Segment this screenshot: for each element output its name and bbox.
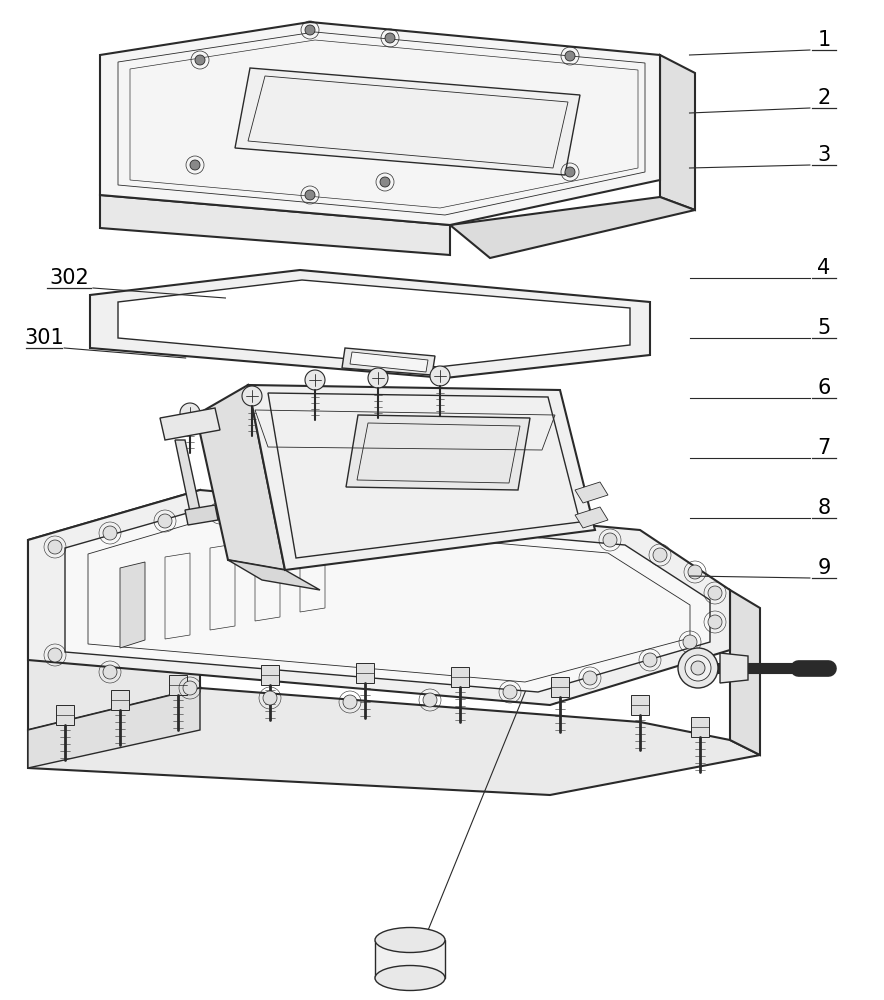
Polygon shape bbox=[375, 940, 445, 978]
Polygon shape bbox=[660, 55, 695, 210]
Polygon shape bbox=[350, 352, 428, 372]
Circle shape bbox=[305, 190, 315, 200]
Circle shape bbox=[183, 681, 197, 695]
Polygon shape bbox=[451, 667, 469, 687]
Polygon shape bbox=[730, 590, 760, 755]
Polygon shape bbox=[90, 270, 650, 378]
Text: 301: 301 bbox=[25, 328, 64, 348]
Text: 302: 302 bbox=[50, 268, 88, 288]
Circle shape bbox=[293, 503, 307, 517]
Circle shape bbox=[691, 661, 705, 675]
Circle shape bbox=[503, 685, 517, 699]
Circle shape bbox=[453, 511, 467, 525]
Polygon shape bbox=[118, 280, 630, 367]
Polygon shape bbox=[56, 705, 74, 725]
Polygon shape bbox=[185, 505, 218, 525]
Circle shape bbox=[373, 505, 387, 519]
Circle shape bbox=[708, 586, 722, 600]
Text: 1: 1 bbox=[818, 30, 830, 50]
Circle shape bbox=[190, 160, 200, 170]
Polygon shape bbox=[346, 415, 530, 490]
Polygon shape bbox=[691, 717, 709, 737]
Polygon shape bbox=[28, 490, 200, 730]
Polygon shape bbox=[228, 560, 320, 590]
Polygon shape bbox=[111, 690, 129, 710]
Circle shape bbox=[643, 653, 657, 667]
Circle shape bbox=[380, 177, 390, 187]
Circle shape bbox=[103, 665, 117, 679]
Polygon shape bbox=[720, 653, 748, 683]
Circle shape bbox=[688, 565, 702, 579]
Polygon shape bbox=[28, 490, 730, 705]
Polygon shape bbox=[120, 562, 145, 648]
Circle shape bbox=[708, 615, 722, 629]
Circle shape bbox=[195, 55, 205, 65]
Circle shape bbox=[423, 693, 437, 707]
Circle shape bbox=[583, 671, 597, 685]
Circle shape bbox=[385, 33, 395, 43]
Circle shape bbox=[565, 51, 575, 61]
Circle shape bbox=[180, 403, 200, 423]
Circle shape bbox=[653, 548, 667, 562]
Circle shape bbox=[343, 695, 357, 709]
Polygon shape bbox=[65, 508, 710, 692]
Circle shape bbox=[565, 167, 575, 177]
Circle shape bbox=[242, 386, 262, 406]
Polygon shape bbox=[169, 675, 187, 695]
Circle shape bbox=[368, 368, 388, 388]
Text: 6: 6 bbox=[817, 378, 831, 398]
Text: 4: 4 bbox=[818, 258, 830, 278]
Text: 3: 3 bbox=[818, 145, 830, 165]
Polygon shape bbox=[631, 695, 649, 715]
Polygon shape bbox=[28, 688, 200, 768]
Text: 9: 9 bbox=[817, 558, 831, 578]
Polygon shape bbox=[100, 22, 660, 225]
Circle shape bbox=[305, 25, 315, 35]
Circle shape bbox=[533, 520, 547, 534]
Circle shape bbox=[48, 540, 62, 554]
Circle shape bbox=[48, 648, 62, 662]
Polygon shape bbox=[248, 385, 595, 570]
Polygon shape bbox=[261, 665, 279, 685]
Circle shape bbox=[263, 691, 277, 705]
Polygon shape bbox=[575, 482, 608, 503]
Text: 8: 8 bbox=[818, 498, 830, 518]
Text: 5: 5 bbox=[818, 318, 830, 338]
Circle shape bbox=[603, 533, 617, 547]
Circle shape bbox=[685, 655, 711, 681]
Polygon shape bbox=[100, 195, 450, 255]
Circle shape bbox=[213, 506, 227, 520]
Circle shape bbox=[678, 648, 718, 688]
Ellipse shape bbox=[375, 928, 445, 952]
Polygon shape bbox=[196, 385, 285, 570]
Text: 7: 7 bbox=[818, 438, 830, 458]
Polygon shape bbox=[450, 197, 695, 258]
Polygon shape bbox=[342, 348, 435, 375]
Circle shape bbox=[103, 526, 117, 540]
Circle shape bbox=[158, 514, 172, 528]
Circle shape bbox=[305, 370, 325, 390]
Polygon shape bbox=[175, 440, 200, 512]
Circle shape bbox=[430, 366, 450, 386]
Polygon shape bbox=[551, 677, 569, 697]
Ellipse shape bbox=[375, 966, 445, 990]
Polygon shape bbox=[235, 68, 580, 175]
Text: 2: 2 bbox=[818, 88, 830, 108]
Polygon shape bbox=[575, 507, 608, 528]
Polygon shape bbox=[28, 688, 760, 795]
Circle shape bbox=[683, 635, 697, 649]
Polygon shape bbox=[356, 663, 374, 683]
Polygon shape bbox=[160, 408, 220, 440]
